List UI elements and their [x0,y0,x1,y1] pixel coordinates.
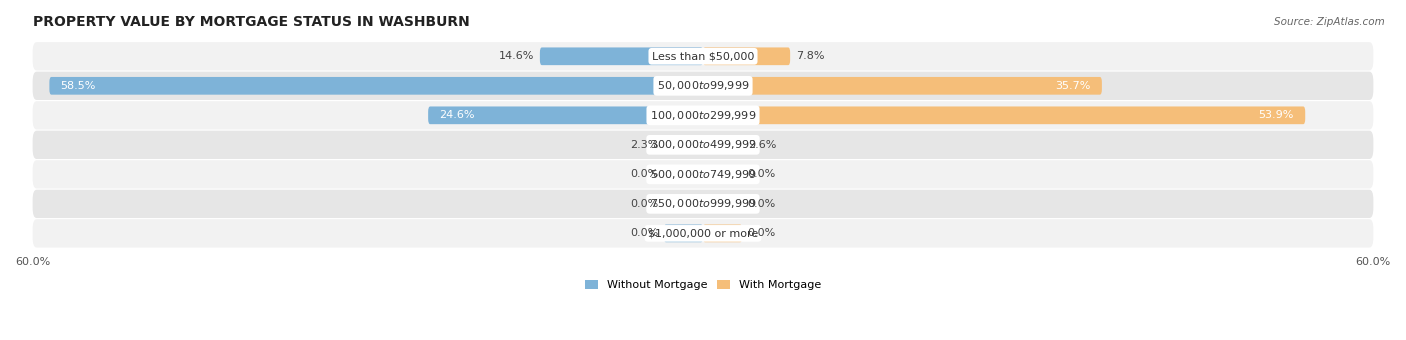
Text: 0.0%: 0.0% [748,228,776,238]
FancyBboxPatch shape [703,106,1305,124]
FancyBboxPatch shape [32,160,1374,188]
Text: Source: ZipAtlas.com: Source: ZipAtlas.com [1274,17,1385,27]
Text: 0.0%: 0.0% [748,199,776,209]
FancyBboxPatch shape [703,195,742,213]
Text: 58.5%: 58.5% [60,81,96,91]
Text: 0.0%: 0.0% [630,169,658,179]
FancyBboxPatch shape [703,166,742,183]
Text: 2.3%: 2.3% [630,140,658,150]
Text: Less than $50,000: Less than $50,000 [652,51,754,61]
Text: 0.0%: 0.0% [630,228,658,238]
Text: 35.7%: 35.7% [1056,81,1091,91]
FancyBboxPatch shape [49,77,703,95]
FancyBboxPatch shape [540,48,703,65]
Text: $50,000 to $99,999: $50,000 to $99,999 [657,79,749,92]
FancyBboxPatch shape [703,136,742,154]
FancyBboxPatch shape [32,219,1374,248]
FancyBboxPatch shape [664,136,703,154]
Text: 53.9%: 53.9% [1258,110,1294,120]
FancyBboxPatch shape [703,77,1102,95]
Text: 24.6%: 24.6% [439,110,475,120]
FancyBboxPatch shape [32,131,1374,159]
Text: $500,000 to $749,999: $500,000 to $749,999 [650,168,756,181]
Text: 0.0%: 0.0% [748,169,776,179]
Text: $750,000 to $999,999: $750,000 to $999,999 [650,197,756,210]
Text: $100,000 to $299,999: $100,000 to $299,999 [650,109,756,122]
FancyBboxPatch shape [32,42,1374,70]
Text: $300,000 to $499,999: $300,000 to $499,999 [650,138,756,151]
FancyBboxPatch shape [703,224,742,242]
Text: PROPERTY VALUE BY MORTGAGE STATUS IN WASHBURN: PROPERTY VALUE BY MORTGAGE STATUS IN WAS… [32,15,470,29]
FancyBboxPatch shape [664,166,703,183]
Text: 14.6%: 14.6% [499,51,534,61]
FancyBboxPatch shape [32,190,1374,218]
Text: 0.0%: 0.0% [630,199,658,209]
FancyBboxPatch shape [664,195,703,213]
FancyBboxPatch shape [32,72,1374,100]
FancyBboxPatch shape [664,224,703,242]
Legend: Without Mortgage, With Mortgage: Without Mortgage, With Mortgage [581,275,825,294]
Text: $1,000,000 or more: $1,000,000 or more [648,228,758,238]
FancyBboxPatch shape [32,101,1374,130]
Text: 2.6%: 2.6% [748,140,776,150]
Text: 7.8%: 7.8% [796,51,824,61]
FancyBboxPatch shape [703,48,790,65]
FancyBboxPatch shape [429,106,703,124]
